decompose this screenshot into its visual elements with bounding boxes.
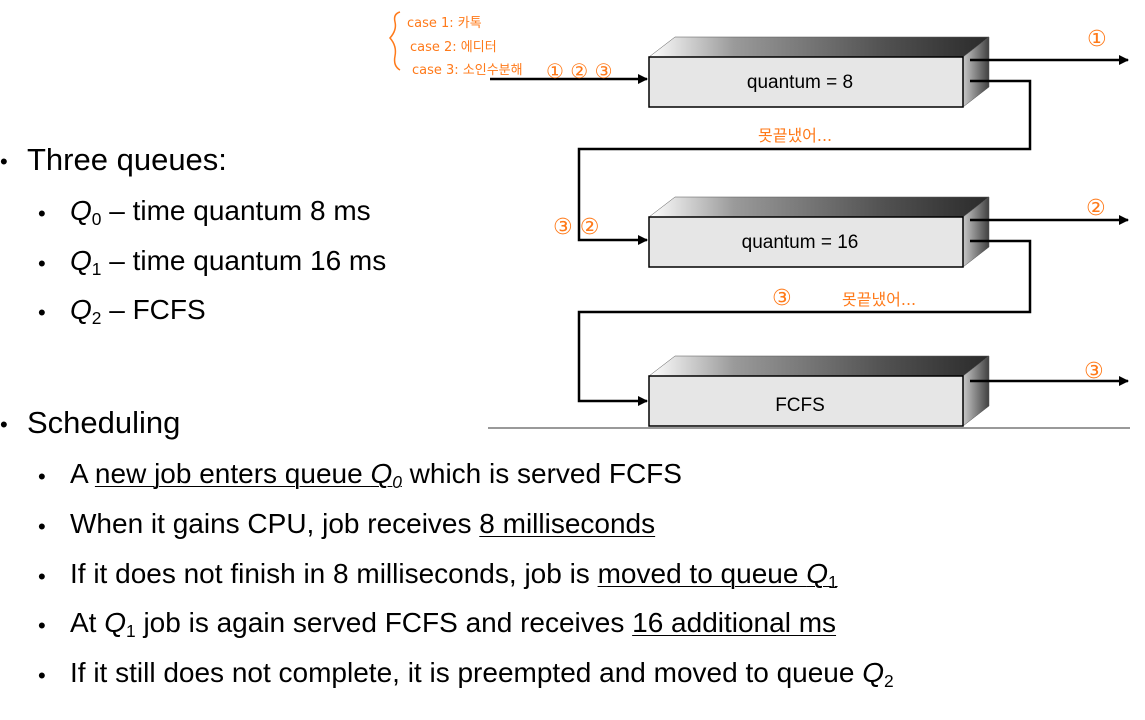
bullet-dot: • xyxy=(0,412,8,437)
demote-connector-q1-q2 xyxy=(577,239,1032,406)
queue-box-q0: quantum = 8 xyxy=(648,36,990,108)
bullet-dot: • xyxy=(38,201,46,226)
bullet-dot: • xyxy=(38,300,46,325)
bullet-dot: • xyxy=(38,663,46,688)
three-queues-heading: Three queues: xyxy=(27,142,227,177)
queue-box-q2: FCFS xyxy=(648,355,990,427)
bullet-dot: • xyxy=(38,251,46,276)
output-mark-q2: ③ xyxy=(1084,359,1104,384)
queue-box-q1: quantum = 16 xyxy=(648,196,990,268)
unfinished-note-q0: 못끝냈어... xyxy=(758,126,832,145)
output-mark-q1: ② xyxy=(1086,196,1106,221)
input-case-marks: ① ② ③ xyxy=(546,59,613,83)
bullet-dot: • xyxy=(38,514,46,539)
q1-case-marks: ③ ② xyxy=(553,215,599,240)
bullet-dot: • xyxy=(38,464,46,489)
bullet-dot: • xyxy=(38,613,46,638)
queue-item-q0: Q0 – time quantum 8 ms xyxy=(70,195,371,229)
scheduling-heading: Scheduling xyxy=(27,405,181,440)
unfinished-note-q1: 못끝냈어... xyxy=(842,290,916,309)
case2-note: case 2: 에디터 xyxy=(410,40,497,55)
demote-connector-q0-q1 xyxy=(577,79,1032,245)
case3-note: case 3: 소인수분해 xyxy=(412,63,523,78)
rule-at-q1: At Q1 job is again served FCFS and recei… xyxy=(70,607,837,641)
q2-case-mark: ③ xyxy=(772,286,792,311)
case1-note: case 1: 카톡 xyxy=(407,16,482,31)
rule-new-job: A new job enters queue Q0 which is serve… xyxy=(70,458,682,492)
rule-moved-to-q1: If it does not finish in 8 milliseconds,… xyxy=(70,558,838,592)
bullet-dot: • xyxy=(0,149,8,174)
rule-preempted: If it still does not complete, it is pre… xyxy=(70,657,894,691)
handwritten-annotations: case 1: 카톡 case 2: 에디터 case 3: 소인수분해 ① ②… xyxy=(389,11,1107,384)
queue-label-q0: quantum = 8 xyxy=(747,72,853,93)
rule-gains-cpu: When it gains CPU, job receives 8 millis… xyxy=(70,508,656,539)
queue-item-q1: Q1 – time quantum 16 ms xyxy=(70,245,387,279)
queue-label-q2: FCFS xyxy=(775,395,825,416)
bullet-dot: • xyxy=(38,564,46,589)
queue-item-q2: Q2 – FCFS xyxy=(70,294,206,328)
output-mark-q0: ① xyxy=(1087,27,1107,52)
queue-label-q1: quantum = 16 xyxy=(742,232,859,253)
